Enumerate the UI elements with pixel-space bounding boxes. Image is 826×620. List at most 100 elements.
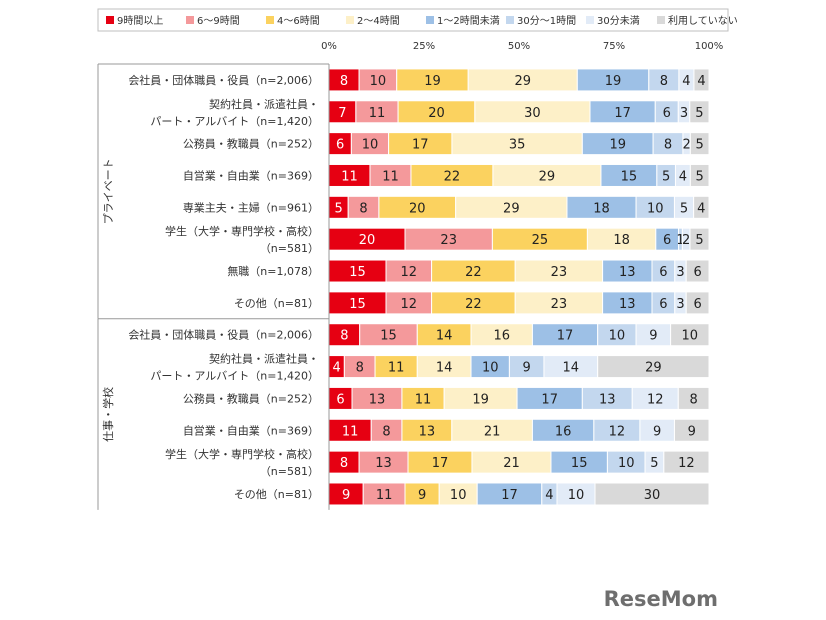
data-label: 3 [680, 106, 688, 121]
category-label: 公務員・教職員（n=252） [183, 391, 319, 405]
data-label: 9 [418, 488, 426, 503]
data-label: 6 [659, 297, 667, 312]
bar-segment [663, 450, 710, 474]
data-label: 6 [663, 106, 671, 121]
data-label: 29 [514, 74, 531, 89]
legend-swatch [657, 16, 665, 24]
data-label: 7 [338, 106, 346, 121]
category-label: 契約社員・派遣社員・ [209, 352, 319, 366]
data-label: 15 [621, 169, 638, 184]
data-label: 6 [693, 297, 701, 312]
x-tick-label: 100% [695, 41, 724, 52]
data-label: 9 [688, 424, 696, 439]
data-label: 21 [484, 424, 501, 439]
data-label: 8 [382, 424, 390, 439]
group-label: 仕事・学校 [101, 387, 115, 442]
data-label: 20 [359, 233, 376, 248]
data-label: 29 [503, 201, 520, 216]
bar-row: 契約社員・派遣社員・パート・アルバイト（n=1,420） 7 11 20 30 17 6 3 5 [150, 97, 710, 128]
data-label: 4 [679, 169, 687, 184]
data-label: 8 [690, 392, 698, 407]
data-label: 10 [647, 201, 664, 216]
data-label: 12 [401, 265, 418, 280]
data-label: 12 [678, 456, 695, 471]
legend-entry: 利用していない [668, 15, 738, 27]
data-label: 15 [571, 456, 588, 471]
data-label: 10 [682, 329, 699, 344]
data-label: 16 [493, 329, 510, 344]
data-label: 11 [388, 361, 405, 376]
legend-entry: 9時間以上 [117, 15, 163, 27]
bar-segment [689, 132, 710, 156]
category-label: 無職（n=1,078） [227, 264, 319, 278]
data-label: 9 [523, 361, 531, 376]
data-label: 8 [340, 329, 348, 344]
data-label: 12 [647, 392, 664, 407]
category-label: 専業主夫・主婦（n=961） [183, 200, 319, 214]
legend-swatch [266, 16, 274, 24]
category-label: 自営業・自由業（n=369） [183, 168, 319, 182]
data-label: 2 [683, 138, 691, 153]
data-label: 8 [664, 138, 672, 153]
data-label: 19 [472, 392, 489, 407]
legend: 9時間以上 6～9時間 4～6時間 2～4時間 1～2時間未満 30分～1時間 30分未満 利… [97, 8, 738, 32]
data-label: 12 [609, 424, 626, 439]
data-label: 5 [662, 169, 670, 184]
data-label: 13 [369, 392, 386, 407]
legend-swatch [426, 16, 434, 24]
data-label: 2 [682, 233, 690, 248]
data-label: 4 [333, 361, 341, 376]
data-label: 13 [419, 424, 436, 439]
category-label: （n=581） [260, 242, 319, 255]
bar-row: 自営業・自由業（n=369） 11 11 22 29 15 5 4 5 [183, 163, 710, 187]
data-label: 8 [340, 74, 348, 89]
data-label: 22 [465, 265, 482, 280]
bar-segment [597, 355, 710, 379]
x-tick-label: 25% [413, 41, 435, 52]
data-label: 23 [440, 233, 457, 248]
data-label: 13 [599, 392, 616, 407]
group-label: プライベート [102, 158, 115, 224]
data-label: 10 [370, 74, 387, 89]
data-label: 1 [676, 233, 684, 248]
data-label: 6 [336, 392, 344, 407]
data-label: 13 [375, 456, 392, 471]
legend-entry: 1～2時間未満 [437, 15, 500, 27]
legend-swatch [586, 16, 594, 24]
x-tick-label: 75% [603, 41, 625, 52]
data-label: 10 [362, 138, 379, 153]
data-label: 14 [436, 361, 453, 376]
category-label: 会社員・団体職員・役員（n=2,006） [128, 73, 319, 87]
data-label: 19 [424, 74, 441, 89]
data-label: 15 [349, 297, 366, 312]
x-tick-label: 50% [508, 41, 530, 52]
data-label: 19 [605, 74, 622, 89]
data-label: 21 [503, 456, 520, 471]
data-label: 6 [659, 265, 667, 280]
data-label: 17 [541, 392, 558, 407]
data-label: 17 [412, 138, 429, 153]
category-label: 自営業・自由業（n=369） [183, 423, 319, 437]
data-label: 14 [436, 329, 453, 344]
data-label: 17 [557, 329, 574, 344]
data-label: 3 [676, 297, 684, 312]
bar-segment [689, 227, 710, 251]
data-label: 19 [609, 138, 626, 153]
data-label: 20 [409, 201, 426, 216]
data-label: 30 [644, 488, 661, 503]
legend-entry: 30分～1時間 [517, 15, 576, 27]
data-label: 11 [382, 169, 399, 184]
data-label: 17 [614, 106, 631, 121]
x-axis: 0% 25% 50% 75% 100% [321, 41, 723, 52]
category-label: その他（n=81） [234, 488, 319, 501]
category-label: 契約社員・派遣社員・ [209, 97, 319, 111]
bar-segment [689, 163, 710, 187]
legend-entry: 30分未満 [597, 15, 640, 27]
bar-row: 会社員・団体職員・役員（n=2,006） 8 10 19 29 19 8 4 4 [128, 68, 710, 92]
data-label: 4 [682, 74, 690, 89]
legend-entry: 4～6時間 [277, 15, 320, 27]
data-label: 13 [619, 265, 636, 280]
bar-segment [685, 291, 710, 315]
data-label: 29 [539, 169, 556, 184]
data-label: 14 [563, 361, 580, 376]
